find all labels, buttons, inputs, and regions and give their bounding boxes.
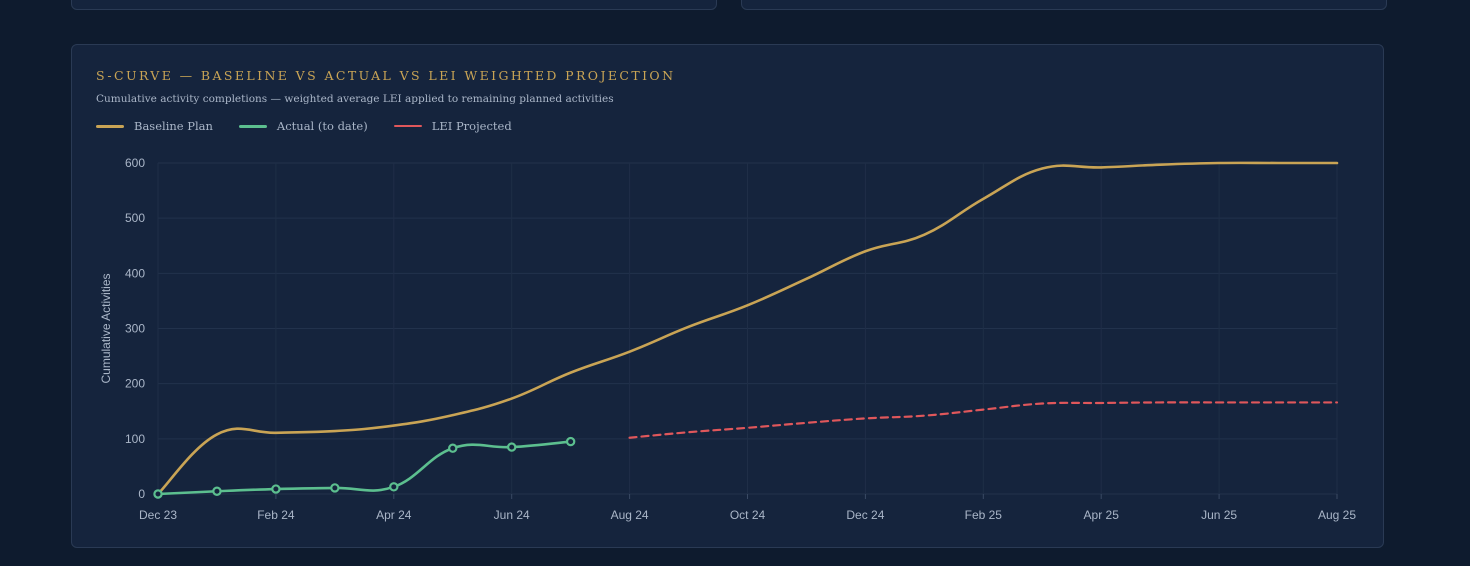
y-tick-label: 600 (125, 156, 145, 170)
x-tick-label: Apr 24 (376, 508, 412, 522)
legend-item-baseline[interactable]: Baseline Plan (96, 119, 213, 133)
s-curve-panel: S-CURVE — BASELINE VS ACTUAL VS LEI WEIG… (71, 44, 1384, 548)
x-tick-label: Aug 25 (1318, 508, 1356, 522)
legend-swatch-lei-projected (393, 125, 422, 127)
legend-swatch-baseline (96, 124, 124, 128)
chart-title: S-CURVE — BASELINE VS ACTUAL VS LEI WEIG… (96, 68, 676, 83)
x-tick-label: Apr 25 (1084, 508, 1120, 522)
point-actual-to-date (507, 442, 517, 452)
x-tick-label: Feb 25 (965, 508, 1003, 522)
point-actual-to-date (389, 482, 399, 492)
series-line-baseline-plan (156, 161, 1339, 496)
x-tick-label: Aug 24 (611, 508, 649, 522)
x-tick-label: Oct 24 (730, 508, 766, 522)
y-tick-label: 0 (138, 487, 145, 501)
legend-label-baseline: Baseline Plan (134, 119, 213, 133)
series-line-lei-projected (628, 401, 1339, 439)
y-axis-label: Cumulative Activities (99, 273, 113, 383)
point-actual-to-date (565, 436, 576, 447)
series-line-actual-to-date (156, 440, 572, 496)
y-tick-label: 500 (125, 211, 145, 225)
x-tick-label: Jun 24 (494, 508, 530, 522)
legend-label-lei-projected: LEI Projected (431, 119, 512, 133)
chart-subtitle: Cumulative activity completions — weight… (96, 93, 614, 105)
point-actual-to-date (448, 443, 458, 453)
top-card-right (741, 0, 1387, 10)
y-tick-label: 300 (125, 322, 145, 336)
x-tick-label: Dec 24 (846, 508, 884, 522)
legend-item-lei-projected[interactable]: LEI Projected (393, 119, 512, 133)
point-actual-to-date (153, 489, 163, 499)
chart-legend: Baseline Plan Actual (to date) LEI Proje… (96, 119, 512, 133)
x-tick-label: Feb 24 (257, 508, 295, 522)
y-tick-label: 400 (125, 266, 145, 280)
x-tick-label: Dec 23 (139, 508, 177, 522)
point-actual-to-date (330, 483, 340, 493)
y-tick-label: 200 (125, 377, 145, 391)
x-tick-label: Jun 25 (1201, 508, 1237, 522)
point-actual-to-date (271, 484, 281, 494)
top-card-left (71, 0, 717, 10)
legend-item-actual[interactable]: Actual (to date) (238, 119, 368, 133)
legend-label-actual: Actual (to date) (276, 119, 368, 133)
y-tick-label: 100 (125, 432, 145, 446)
point-actual-to-date (212, 486, 222, 496)
legend-swatch-actual (238, 124, 267, 128)
